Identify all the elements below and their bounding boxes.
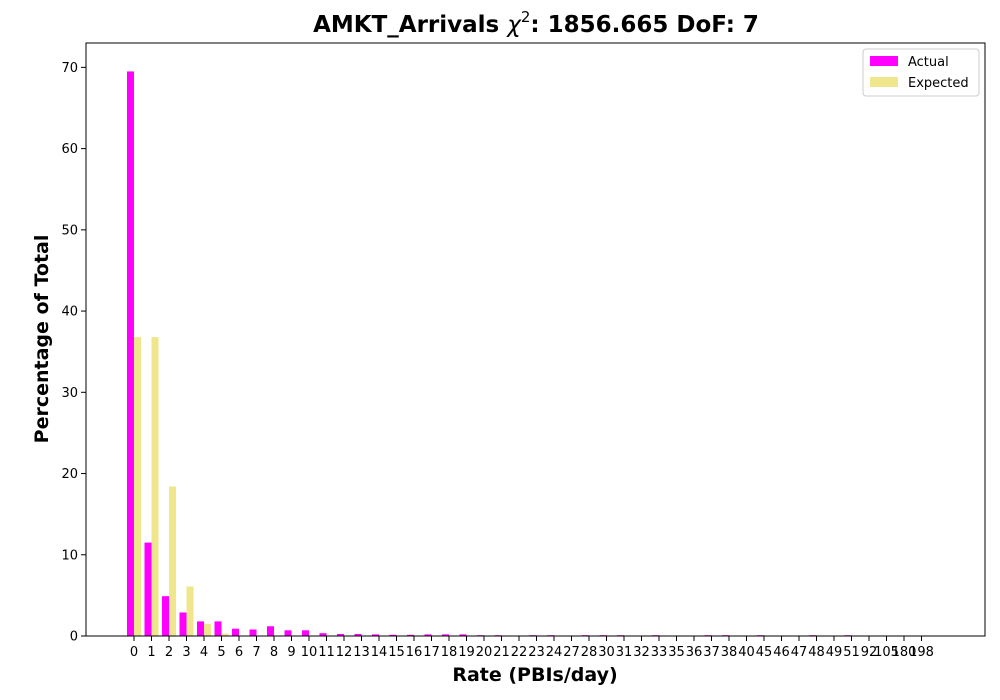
bar-actual-13 [354,633,362,636]
x-tick-label-16: 16 [406,645,423,660]
legend-label-actual: Actual [908,55,949,70]
legend-label-expected: Expected [908,76,969,91]
x-tick-label-46: 46 [773,645,790,660]
bar-expected-3 [186,586,194,636]
x-tick-label-28: 28 [581,645,598,660]
y-tick-label-0: 0 [70,630,78,645]
x-tick-label-35: 35 [668,645,685,660]
x-tick-label-45: 45 [756,645,773,660]
bar-expected-2 [169,486,176,636]
bar-actual-7 [249,629,257,636]
plot-frame [85,42,986,637]
bars-group [127,71,922,636]
y-tick-label-10: 10 [61,548,78,563]
x-tick-label-21: 21 [493,645,510,660]
x-tick-label-14: 14 [371,645,388,660]
x-tick-label-47: 47 [791,645,808,660]
x-tick-label-40: 40 [738,645,755,660]
x-tick-label-24: 24 [546,645,563,660]
x-tick-label-31: 31 [616,645,633,660]
legend-swatch-expected [870,77,898,87]
chart-title-chi: χ [505,12,522,38]
chart-title-suffix: : 1856.665 DoF: 7 [530,12,759,38]
x-tick-label-105: 105 [874,645,899,660]
x-tick-label-23: 23 [528,645,545,660]
x-tick-label-8: 8 [270,645,278,660]
legend: Actual Expected [862,48,980,97]
bar-expected-4 [204,623,211,636]
bar-actual-4 [197,621,204,636]
x-tick-label-0: 0 [130,645,138,660]
x-tick-label-10: 10 [301,645,318,660]
x-tick-label-33: 33 [651,645,668,660]
x-ticks-group: 0 1 2 3 4 5 6 7 8 9 10 11 12 13 14 15 16 17 18 19 20 21 22 23 24… [130,636,934,660]
x-tick-label-2: 2 [165,645,173,660]
bar-actual-12 [337,633,344,636]
x-tick-label-22: 22 [511,645,528,660]
bar-actual-1 [144,542,152,636]
x-tick-label-12: 12 [336,645,353,660]
x-tick-label-20: 20 [476,645,493,660]
y-axis-label: Percentage of Total [31,235,53,444]
y-tick-label-50: 50 [61,223,78,238]
bar-actual-11 [319,633,327,636]
chart-title-prefix: AMKT_Arrivals [313,12,507,38]
bar-actual-17 [424,634,432,636]
y-tick-label-40: 40 [61,305,78,320]
x-tick-label-36: 36 [686,645,703,660]
x-tick-label-48: 48 [808,645,825,660]
x-tick-label-5: 5 [217,645,225,660]
bar-expected-1 [151,337,159,636]
x-tick-label-4: 4 [200,645,208,660]
x-tick-label-18: 18 [441,645,458,660]
chart-title: AMKT_Arrivals χ2: 1856.665 DoF: 7 [313,8,759,38]
bar-actual-16 [407,634,414,636]
bar-actual-9 [284,630,292,636]
y-ticks-group: 0 10 20 30 40 50 60 70 [61,61,86,645]
bar-expected-0 [134,337,141,636]
x-tick-label-32: 32 [633,645,650,660]
x-axis-label: Rate (PBIs/day) [452,664,617,686]
x-tick-label-19: 19 [458,645,475,660]
x-tick-label-30: 30 [598,645,615,660]
chart-title-exponent: 2 [521,8,531,26]
y-tick-label-70: 70 [61,61,78,76]
x-tick-label-38: 38 [721,645,738,660]
x-tick-label-15: 15 [388,645,405,660]
bar-expected-5 [221,633,229,636]
x-tick-label-13: 13 [353,645,370,660]
x-tick-label-37: 37 [703,645,720,660]
x-tick-label-7: 7 [252,645,260,660]
bar-actual-14 [372,634,379,636]
x-tick-label-9: 9 [287,645,295,660]
x-tick-label-6: 6 [235,645,243,660]
legend-swatch-actual [870,56,898,66]
y-tick-label-30: 30 [61,386,78,401]
x-tick-label-92: 92 [861,645,878,660]
bar-actual-6 [232,628,239,636]
x-tick-label-11: 11 [318,645,335,660]
x-tick-label-51: 51 [843,645,860,660]
bar-actual-8 [267,626,274,636]
y-tick-label-20: 20 [61,467,78,482]
bar-actual-10 [302,630,309,636]
x-tick-label-198: 198 [909,645,934,660]
bar-actual-15 [389,634,397,636]
x-tick-label-1: 1 [147,645,155,660]
bar-actual-5 [214,621,222,636]
y-tick-label-60: 60 [61,142,78,157]
bar-actual-3 [179,612,187,636]
x-tick-label-17: 17 [423,645,440,660]
bar-actual-19 [459,634,467,636]
bar-actual-0 [127,71,134,636]
x-tick-label-49: 49 [826,645,843,660]
x-tick-label-3: 3 [182,645,190,660]
bar-actual-18 [442,634,449,636]
x-tick-label-180: 180 [892,645,917,660]
x-tick-label-27: 27 [563,645,580,660]
bar-actual-2 [162,596,169,636]
